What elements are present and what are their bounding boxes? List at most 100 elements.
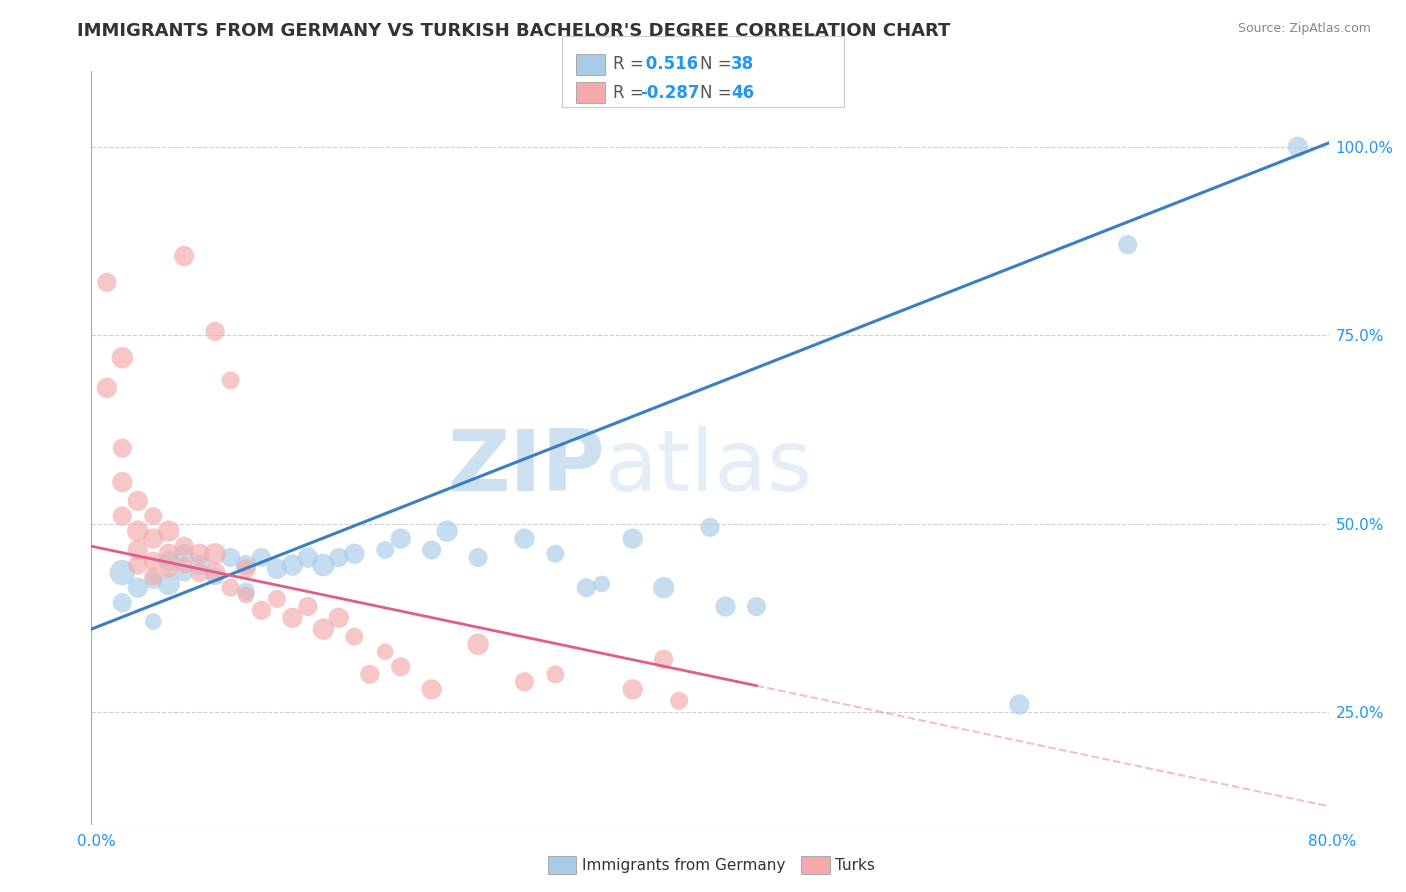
Text: R =: R = (613, 55, 650, 73)
Point (219, 550, 242, 565)
Point (281, 611, 304, 625)
Point (513, 674, 536, 689)
Point (513, 532, 536, 546)
Point (699, 520, 721, 534)
Point (652, 652, 675, 666)
Point (621, 532, 644, 546)
Point (157, 524, 180, 538)
Point (188, 547, 211, 561)
Point (467, 637, 489, 651)
Point (436, 524, 458, 538)
Point (173, 249, 195, 263)
Text: R =: R = (613, 84, 650, 102)
Point (266, 562, 288, 576)
Point (312, 622, 335, 636)
Text: 0.0%: 0.0% (77, 834, 117, 848)
Point (111, 475, 134, 490)
Point (204, 566, 226, 580)
Text: -0.287: -0.287 (640, 84, 699, 102)
Point (591, 577, 613, 591)
Point (157, 554, 180, 568)
Point (328, 550, 350, 565)
Point (173, 539, 195, 553)
Point (188, 566, 211, 580)
Point (374, 645, 396, 659)
Point (389, 660, 412, 674)
Point (157, 547, 180, 561)
Point (544, 547, 567, 561)
Point (142, 573, 165, 587)
Point (328, 611, 350, 625)
Text: N =: N = (700, 55, 737, 73)
Point (281, 558, 304, 572)
Point (235, 588, 257, 602)
Text: 80.0%: 80.0% (1309, 834, 1357, 848)
Point (219, 373, 242, 387)
Point (111, 566, 134, 580)
Point (652, 581, 675, 595)
Point (312, 558, 335, 572)
Point (173, 566, 195, 580)
Point (235, 584, 257, 599)
Point (297, 550, 319, 565)
Point (96, 381, 118, 395)
Point (544, 667, 567, 681)
Point (157, 577, 180, 591)
Point (1008, 698, 1031, 712)
Point (420, 543, 443, 558)
Point (343, 547, 366, 561)
Text: IMMIGRANTS FROM GERMANY VS TURKISH BACHELOR'S DEGREE CORRELATION CHART: IMMIGRANTS FROM GERMANY VS TURKISH BACHE… (77, 22, 950, 40)
Point (111, 596, 134, 610)
Text: N =: N = (700, 84, 737, 102)
Point (204, 325, 226, 339)
Point (96, 276, 118, 290)
Text: 38: 38 (731, 55, 754, 73)
Point (467, 550, 489, 565)
Point (297, 599, 319, 614)
Point (359, 667, 381, 681)
Point (111, 351, 134, 365)
Point (204, 569, 226, 583)
Point (142, 569, 165, 583)
Point (111, 509, 134, 524)
Point (127, 558, 149, 572)
Point (127, 581, 149, 595)
Point (188, 558, 211, 572)
Point (142, 509, 165, 524)
Point (389, 532, 412, 546)
Point (142, 554, 165, 568)
Point (420, 682, 443, 697)
Point (142, 532, 165, 546)
Point (250, 603, 273, 617)
Text: Turks: Turks (835, 858, 875, 872)
Text: 46: 46 (731, 84, 754, 102)
Text: atlas: atlas (605, 425, 813, 508)
Point (127, 543, 149, 558)
Point (714, 599, 737, 614)
Text: 0.516: 0.516 (640, 55, 697, 73)
Point (235, 562, 257, 576)
Text: ZIP: ZIP (447, 425, 605, 508)
Point (745, 599, 768, 614)
Point (235, 558, 257, 572)
Point (621, 682, 644, 697)
Point (219, 581, 242, 595)
Text: Source: ZipAtlas.com: Source: ZipAtlas.com (1237, 22, 1371, 36)
Point (157, 562, 180, 576)
Point (204, 547, 226, 561)
Point (1286, 140, 1309, 154)
Point (111, 442, 134, 456)
Point (343, 630, 366, 644)
Point (1116, 237, 1139, 252)
Point (575, 581, 598, 595)
Point (127, 494, 149, 508)
Text: Immigrants from Germany: Immigrants from Germany (582, 858, 786, 872)
Point (173, 558, 195, 572)
Point (668, 694, 690, 708)
Point (173, 547, 195, 561)
Point (142, 615, 165, 629)
Point (127, 524, 149, 538)
Point (374, 543, 396, 558)
Point (266, 592, 288, 607)
Point (250, 550, 273, 565)
